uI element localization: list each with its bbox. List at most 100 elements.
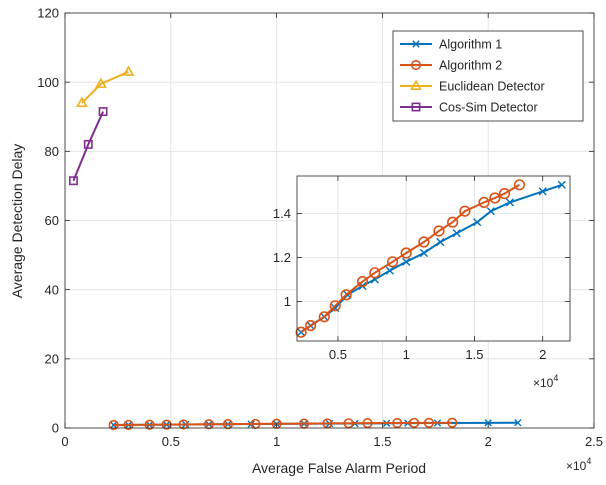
- inset-data-point-algorithm-2: [418, 236, 430, 248]
- y-tick-label: 120: [37, 6, 59, 21]
- y-tick-label: 0: [52, 421, 59, 436]
- legend-item-algorithm-2: Algorithm 2: [400, 59, 502, 73]
- inset-data-point-algorithm-2: [513, 179, 526, 191]
- data-point-algorithm-2: [144, 419, 155, 430]
- inset-data-point-algorithm-2: [447, 216, 459, 228]
- data-point-algorithm-2: [362, 418, 373, 429]
- legend: Algorithm 1 Algorithm 2 Euclidean Detector…: [392, 30, 584, 122]
- series-line-euclidean-detector: [81, 70, 129, 104]
- inset-data-point-algorithm-2: [340, 289, 352, 301]
- inset-data-point-algorithm-2: [433, 225, 445, 237]
- inset-data-point-algorithm-2: [369, 267, 381, 279]
- inset-data-point-algorithm-2: [478, 196, 490, 208]
- inset-data-point-algorithm-1: [538, 187, 547, 196]
- inset-x-tick-label: 2: [539, 347, 546, 362]
- x-axis-label: Average False Alarm Period: [252, 460, 426, 476]
- inset-axes-frame: [296, 175, 571, 342]
- legend-marker-algorithm-1: [412, 40, 420, 48]
- data-point-algorithm-2: [447, 417, 458, 428]
- inset-x-tick-label: 1.5: [465, 347, 483, 362]
- inset-data-point-algorithm-1: [452, 229, 461, 238]
- data-point-euclidean-detector: [76, 96, 88, 107]
- inset-data-point-algorithm-2: [400, 247, 412, 259]
- inset-axes: 0.5 1 1.5 2 1 1.2 1.4 ×104: [273, 175, 571, 390]
- legend-item-cos-sim-detector: Cos-Sim Detector: [400, 101, 538, 115]
- data-point-cos-sim-detector: [98, 107, 108, 117]
- y-tick-label: 80: [45, 144, 59, 159]
- inset-data-point-algorithm-1: [557, 180, 566, 189]
- legend-label-cos-sim-detector: Cos-Sim Detector: [439, 101, 538, 115]
- inset-y-tick-label: 1.2: [273, 250, 291, 265]
- legend-item-euclidean-detector: Euclidean Detector: [400, 80, 545, 94]
- x-tick-label: 0.5: [162, 434, 180, 449]
- x-tick-label: 1: [273, 434, 280, 449]
- legend-marker-euclidean-detector: [410, 79, 422, 91]
- y-tick-label: 100: [37, 75, 59, 90]
- inset-data-point-algorithm-2: [295, 326, 307, 338]
- inset-data-point-algorithm-2: [329, 300, 341, 312]
- main-ticks: 0 0.5 1 1.5 2 2.5 0 20 40 60 80 100 120: [37, 6, 603, 449]
- data-point-algorithm-1: [484, 419, 492, 427]
- inset-series: [295, 179, 566, 338]
- data-point-cos-sim-detector: [83, 139, 93, 149]
- inset-data-point-algorithm-2: [305, 320, 317, 332]
- inset-y-tick-label: 1: [284, 294, 291, 309]
- data-point-euclidean-detector: [122, 65, 135, 76]
- data-point-algorithm-1: [514, 418, 522, 427]
- x-axis-multiplier-base: ×10: [566, 459, 587, 473]
- series-euclidean-detector: [76, 65, 135, 107]
- legend-label-algorithm-1: Algorithm 1: [439, 38, 502, 52]
- x-axis-multiplier-exp: 4: [586, 456, 591, 466]
- inset-data-point-algorithm-2: [318, 311, 330, 323]
- legend-marker-algorithm-2: [410, 59, 422, 71]
- inset-data-point-algorithm-1: [402, 257, 411, 266]
- inset-x-tick-label: 0.5: [329, 347, 347, 362]
- data-point-algorithm-2: [409, 417, 420, 429]
- data-point-algorithm-2: [178, 419, 189, 430]
- inset-data-point-algorithm-1: [505, 198, 515, 207]
- x-tick-label: 1.5: [373, 434, 391, 449]
- data-point-algorithm-1: [109, 421, 118, 429]
- legend-label-algorithm-2: Algorithm 2: [439, 59, 502, 73]
- inset-x-tick-label: 1: [403, 347, 410, 362]
- inset-data-point-algorithm-1: [419, 248, 429, 258]
- x-tick-label: 2.5: [585, 434, 603, 449]
- x-tick-label: 2: [485, 434, 492, 449]
- inset-data-point-algorithm-2: [386, 256, 399, 268]
- inset-data-point-algorithm-2: [356, 276, 369, 288]
- data-point-algorithm-2: [392, 417, 403, 429]
- legend-item-algorithm-1: Algorithm 1: [400, 38, 502, 52]
- inset-data-point-algorithm-2: [489, 192, 501, 204]
- inset-x-axis-multiplier: ×104: [533, 373, 558, 390]
- inset-data-point-algorithm-1: [486, 207, 495, 216]
- x-tick-label: 0: [61, 434, 68, 449]
- data-point-algorithm-2: [108, 419, 119, 431]
- inset-x-axis-multiplier-base: ×10: [533, 376, 554, 390]
- data-point-euclidean-detector: [95, 77, 107, 88]
- x-axis-multiplier: ×104: [566, 456, 591, 473]
- legend-label-euclidean-detector: Euclidean Detector: [439, 80, 545, 94]
- legend-marker-cos-sim-detector: [411, 102, 421, 112]
- inset-data-point-algorithm-1: [473, 218, 482, 227]
- data-point-cos-sim-detector: [69, 176, 78, 186]
- y-tick-label: 20: [45, 352, 59, 367]
- series-cos-sim-detector: [69, 107, 108, 186]
- inset-ticks: 0.5 1 1.5 2 1 1.2 1.4: [273, 176, 570, 362]
- inset-background: [297, 176, 570, 341]
- inset-data-point-algorithm-2: [498, 188, 511, 200]
- data-point-algorithm-2: [123, 419, 134, 431]
- y-tick-label: 40: [45, 282, 59, 297]
- inset-data-point-algorithm-1: [436, 237, 445, 247]
- y-axis-label: Average Detection Delay: [9, 144, 25, 299]
- y-tick-label: 60: [45, 213, 59, 228]
- inset-data-point-algorithm-2: [459, 205, 471, 217]
- inset-data-point-algorithm-1: [385, 266, 394, 275]
- series-line-cos-sim-detector: [72, 111, 104, 182]
- inset-series-algorithm-2: [295, 179, 526, 338]
- data-point-algorithm-2: [203, 419, 214, 430]
- data-point-algorithm-2: [343, 418, 354, 429]
- inset-x-axis-multiplier-exp: 4: [553, 373, 558, 383]
- inset-y-tick-label: 1.4: [273, 206, 291, 221]
